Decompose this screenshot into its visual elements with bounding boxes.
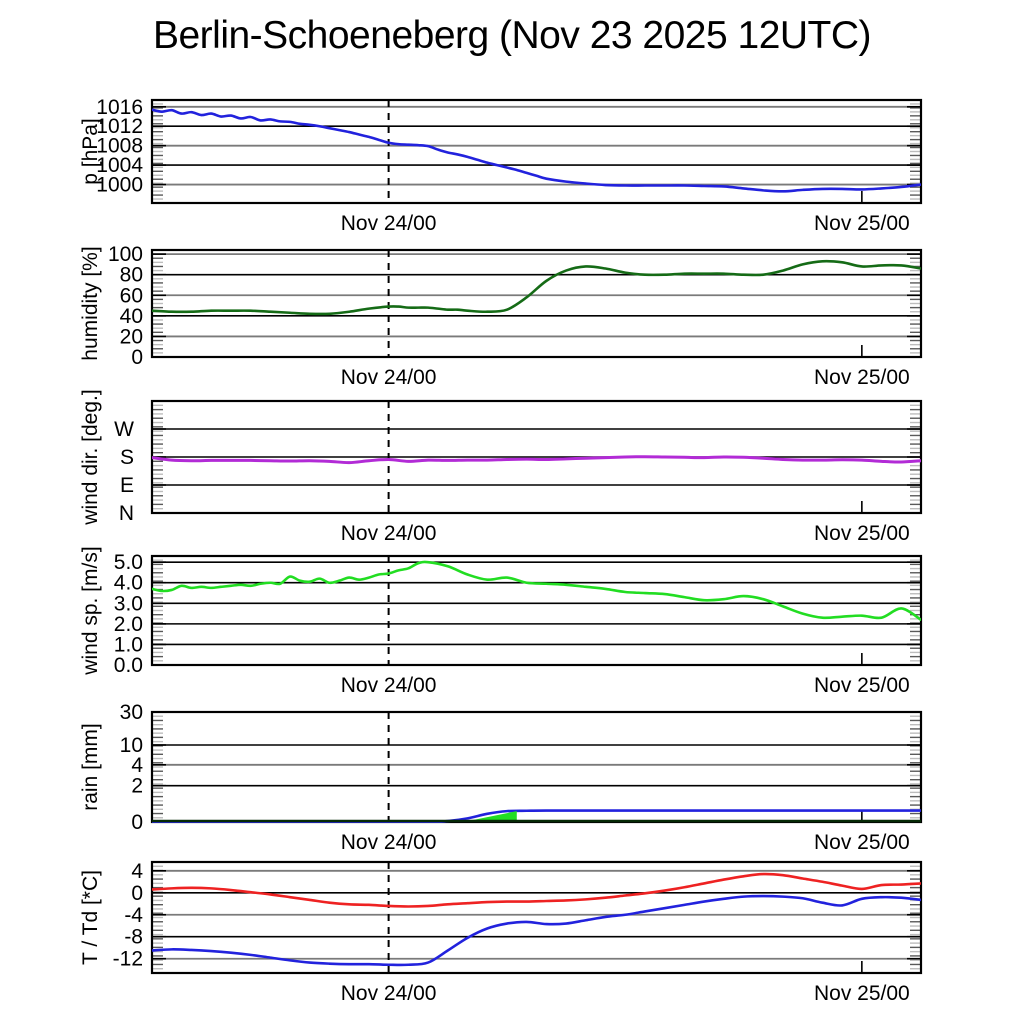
axis-label-pressure: p [hPa] <box>79 118 102 185</box>
ytick-label: E <box>120 474 134 497</box>
panel-temperature: 40-4-8-12 T / Td [*C] Nov 24/00 Nov 25/00 <box>79 860 923 1005</box>
trace-relative-humidity <box>152 259 921 316</box>
ytick-label: 5.0 <box>114 551 143 574</box>
ytick-label: 1016 <box>96 96 143 119</box>
trace-pressure <box>152 108 921 193</box>
series-group-humidity <box>152 259 921 316</box>
ytick-label: -4 <box>124 904 143 927</box>
ytick-label: 1008 <box>96 135 143 158</box>
series-group-pressure <box>152 108 921 193</box>
gridlines-rain <box>152 711 921 823</box>
plot-frame <box>150 710 923 824</box>
xtick-label: Nov 25/00 <box>814 674 910 697</box>
axis-label-wind-speed: wind sp. [m/s] <box>79 546 102 675</box>
xtick-label: Nov 25/00 <box>814 366 910 389</box>
plot-frame <box>150 860 923 975</box>
ytick-label: 4 <box>131 860 143 883</box>
page-title: Berlin-Schoeneberg (Nov 23 2025 12UTC) <box>152 14 872 57</box>
xtick-label: Nov 24/00 <box>341 212 437 235</box>
minor-ticks-humidity <box>153 253 920 354</box>
ytick-label: 1000 <box>96 174 143 197</box>
trace-wind-speed <box>152 560 921 622</box>
ytick-label: 60 <box>120 284 143 307</box>
series-group-rain <box>152 809 921 823</box>
ytick-label: 30 <box>120 701 143 724</box>
xtick-label: Nov 24/00 <box>341 366 437 389</box>
ytick-label: 2 <box>131 775 143 798</box>
minor-ticks-rain <box>153 715 920 819</box>
gridlines-wind-direction <box>152 428 921 514</box>
minor-ticks-wind-speed <box>153 559 920 662</box>
axis-label-temperature: T / Td [*C] <box>79 870 102 965</box>
ytick-label: -12 <box>113 948 143 971</box>
xtick-label: Nov 24/00 <box>341 522 437 545</box>
minor-ticks-temperature <box>153 865 920 970</box>
ytick-label: 20 <box>120 325 143 348</box>
trace-wind-direction <box>152 455 921 465</box>
ytick-label: 100 <box>108 243 143 266</box>
ytick-label: N <box>119 502 134 525</box>
ytick-label: 4 <box>131 754 143 777</box>
xtick-label: Nov 25/00 <box>814 831 910 854</box>
xtick-label: Nov 24/00 <box>341 674 437 697</box>
ytick-label: 0 <box>131 811 143 834</box>
panel-wind-speed: 5.04.03.02.01.00.0 wind sp. [m/s] Nov 24/0… <box>79 546 923 697</box>
axis-label-humidity: humidity [%] <box>79 246 102 360</box>
plot-frame <box>150 248 923 359</box>
ytick-label: 80 <box>120 264 143 287</box>
ytick-label: -8 <box>124 926 143 949</box>
ytick-label: 2.0 <box>114 613 143 636</box>
xtick-label: Nov 25/00 <box>814 522 910 545</box>
ytick-label: 1.0 <box>114 633 143 656</box>
minor-ticks-pressure <box>153 103 920 200</box>
gridlines-temperature <box>152 869 921 960</box>
trace-t <box>152 872 921 908</box>
trace-td <box>152 894 921 967</box>
ytick-label: S <box>120 446 134 469</box>
rain-rate-bar <box>437 811 517 822</box>
xtick-label: Nov 24/00 <box>341 831 437 854</box>
ytick-label: 4.0 <box>114 572 143 595</box>
gridlines-pressure <box>152 105 921 186</box>
ytick-label: 1004 <box>96 154 143 177</box>
xtick-label: Nov 25/00 <box>814 212 910 235</box>
ytick-label: 40 <box>120 305 143 328</box>
ytick-label: 0.0 <box>114 654 143 677</box>
xtick-label: Nov 25/00 <box>814 982 910 1005</box>
axis-label-rain: rain [mm] <box>79 723 102 811</box>
plot-frame <box>150 98 923 205</box>
series-group-wind-speed <box>152 560 921 622</box>
ytick-label: 3.0 <box>114 592 143 615</box>
ytick-label: 10 <box>120 734 143 757</box>
ytick-label: 1012 <box>96 115 143 138</box>
gridlines-humidity <box>152 253 921 358</box>
ytick-label: W <box>114 418 134 441</box>
ytick-label: 0 <box>131 346 143 369</box>
series-group-temperature <box>152 872 921 967</box>
xtick-label: Nov 24/00 <box>341 982 437 1005</box>
plot-frame <box>150 554 923 667</box>
ytick-label: 0 <box>131 882 143 905</box>
axis-label-wind-direction: wind dir. [deg.] <box>79 389 102 525</box>
series-group-wind-direction <box>152 455 921 465</box>
